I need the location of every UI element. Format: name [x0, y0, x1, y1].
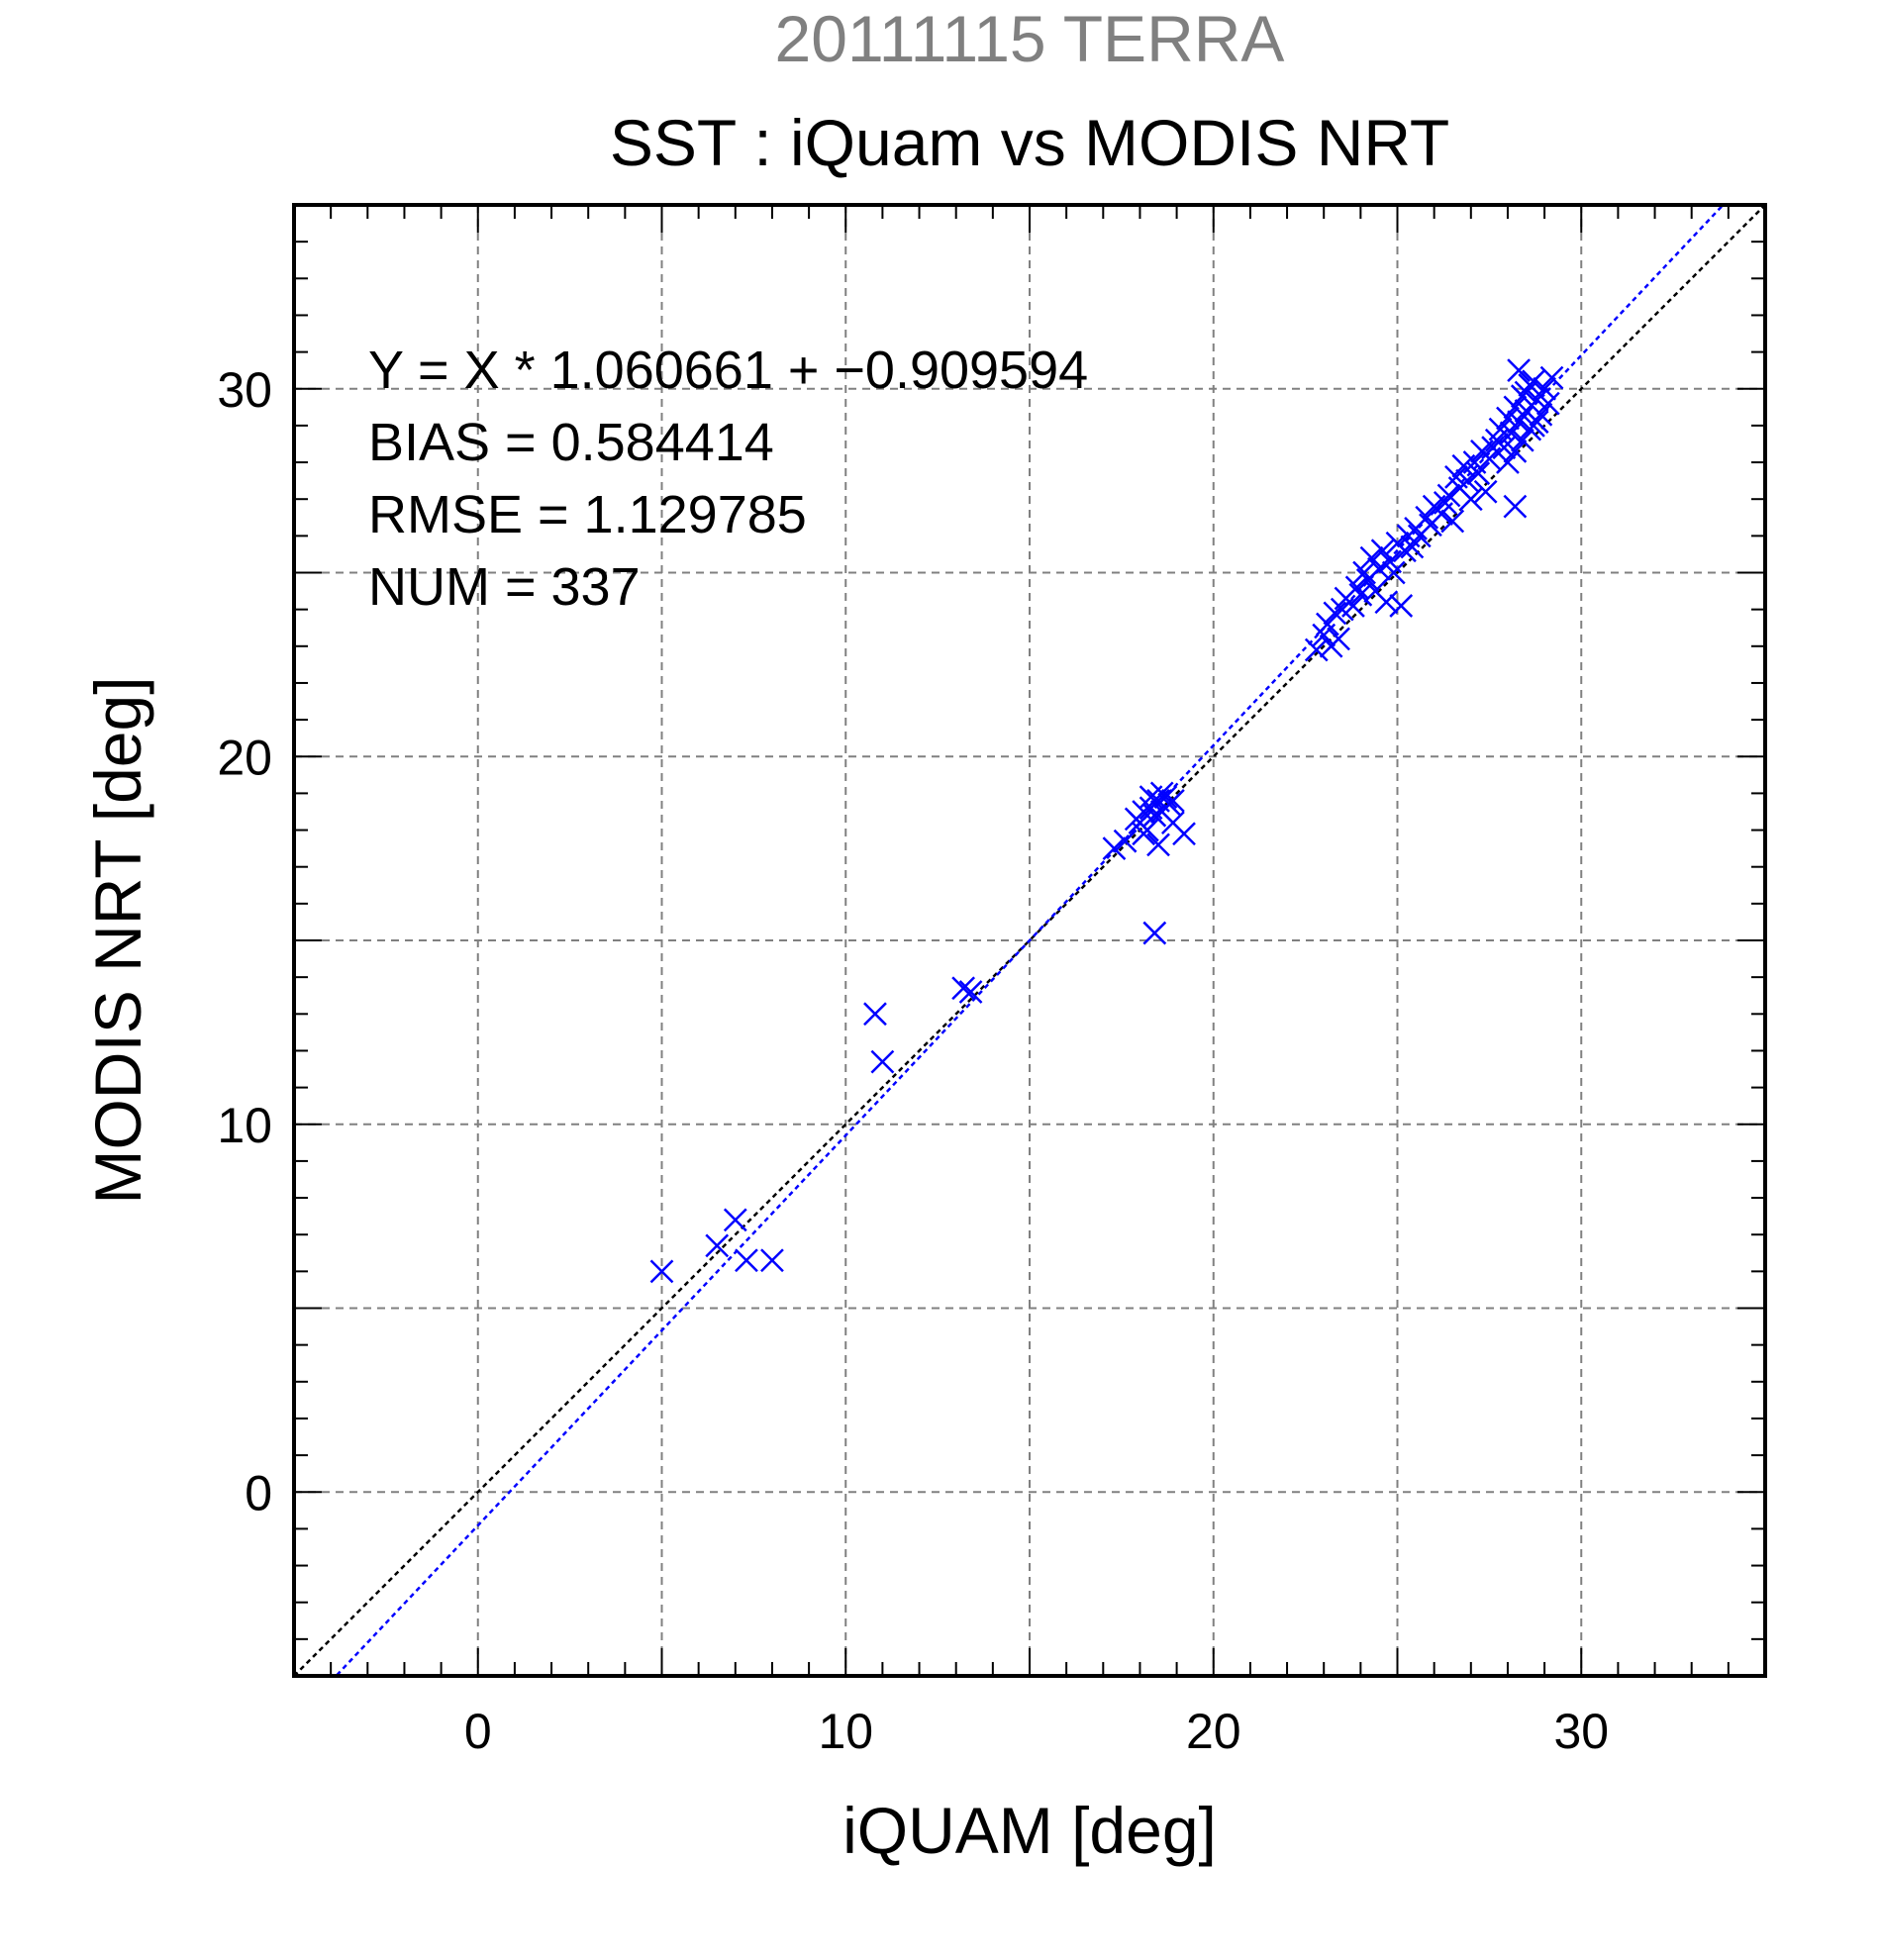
data-point — [1510, 428, 1534, 452]
regression-line — [334, 205, 1726, 1676]
data-point — [1341, 594, 1365, 618]
x-tick-label: 20 — [1186, 1704, 1241, 1759]
data-point — [1102, 836, 1127, 861]
data-point — [1507, 410, 1531, 435]
data-point — [1389, 594, 1414, 618]
data-point — [1304, 637, 1329, 662]
data-point — [1172, 822, 1196, 846]
data-point — [1503, 440, 1528, 463]
data-point — [1436, 483, 1461, 508]
data-point — [735, 1248, 758, 1273]
data-point — [1161, 788, 1185, 813]
data-point — [1503, 494, 1528, 519]
data-point — [1525, 410, 1549, 435]
data-point — [705, 1233, 730, 1258]
data-point — [1146, 833, 1170, 857]
data-point — [1473, 479, 1498, 504]
data-point — [1374, 590, 1399, 615]
data-point — [1142, 921, 1167, 945]
y-tick-label: 10 — [217, 1098, 272, 1153]
y-tick-label: 30 — [217, 362, 272, 418]
statistics-annotations: Y = X * 1.060661 + −0.909594 BIAS = 0.584… — [368, 341, 1088, 617]
y-axis-label: MODIS NRT [deg] — [81, 676, 154, 1204]
data-point — [1142, 803, 1167, 828]
stat-annotation: BIAS = 0.584414 — [368, 413, 774, 472]
data-point — [870, 1049, 895, 1074]
data-point — [1149, 781, 1174, 806]
data-point — [1458, 487, 1483, 512]
x-axis-label: iQUAM [deg] — [842, 1794, 1217, 1867]
data-point — [1455, 468, 1479, 493]
data-point — [951, 976, 976, 1001]
data-point — [1327, 627, 1350, 651]
y-tick-label: 0 — [245, 1465, 272, 1520]
data-point — [1348, 582, 1373, 607]
data-point — [1400, 535, 1425, 559]
data-point — [1352, 560, 1376, 585]
chart-subtitle: SST : iQuam vs MODIS NRT — [610, 106, 1449, 179]
data-point — [958, 980, 983, 1004]
y-tick-label: 20 — [217, 730, 272, 785]
data-point — [649, 1259, 674, 1284]
data-point — [723, 1208, 747, 1232]
data-point — [1381, 560, 1406, 585]
data-point — [760, 1248, 784, 1273]
data-point — [1529, 402, 1553, 427]
stat-annotation: RMSE = 1.129785 — [368, 485, 807, 544]
data-point — [1323, 601, 1347, 626]
plot-frame — [292, 203, 1767, 1678]
stat-annotation: Y = X * 1.060661 + −0.909594 — [368, 341, 1088, 400]
data-point — [1522, 369, 1545, 394]
stat-annotation: NUM = 337 — [368, 557, 641, 617]
data-point — [1367, 556, 1391, 581]
data-point — [1466, 461, 1491, 486]
data-point — [1359, 545, 1384, 570]
data-point — [1440, 509, 1465, 534]
data-point — [1113, 829, 1138, 853]
data-point — [1533, 376, 1556, 401]
chart-title: 20111115 TERRA — [775, 2, 1285, 75]
data-point — [1514, 380, 1538, 405]
data-points — [649, 358, 1564, 1284]
data-point — [1132, 822, 1156, 846]
minor-ticks — [294, 205, 1765, 1676]
x-tick-label: 0 — [464, 1704, 492, 1759]
data-point — [1535, 391, 1560, 416]
data-point — [1344, 575, 1369, 600]
reference-lines — [294, 205, 1765, 1676]
x-tick-label: 10 — [818, 1704, 873, 1759]
tick-labels: 0 10 20 30 0 10 20 30 — [217, 362, 1609, 1759]
data-point — [1496, 450, 1520, 474]
data-point — [1499, 421, 1524, 445]
data-point — [1415, 505, 1439, 530]
data-point — [1507, 358, 1531, 383]
data-point — [1370, 539, 1395, 563]
data-point — [1539, 365, 1564, 390]
data-point — [863, 1002, 887, 1027]
x-tick-label: 30 — [1553, 1704, 1609, 1759]
